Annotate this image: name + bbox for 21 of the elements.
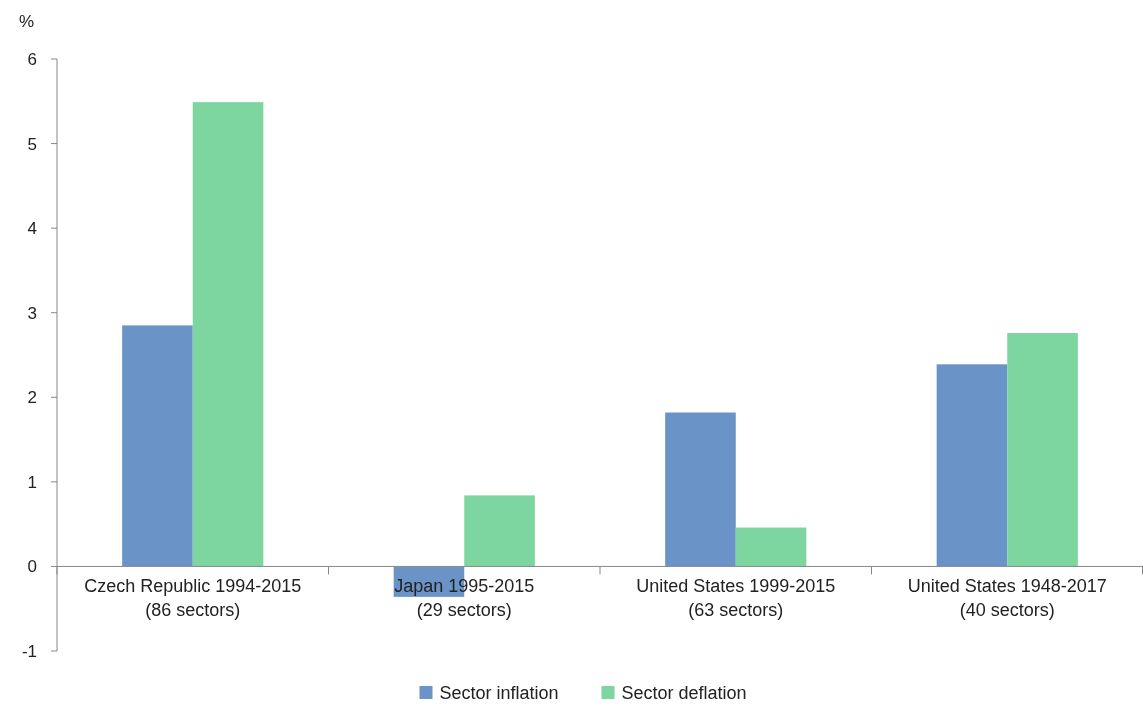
bar: [122, 325, 193, 567]
y-tick-label: 6: [27, 49, 37, 69]
y-tick-label: 1: [27, 472, 37, 492]
bar: [665, 412, 736, 567]
bar: [464, 495, 535, 567]
bar: [936, 364, 1008, 567]
bar: [192, 102, 264, 567]
y-tick-label: 0: [27, 557, 37, 577]
bar: [735, 527, 807, 567]
bar: [1007, 333, 1078, 567]
y-axis-title: %: [19, 12, 35, 31]
y-tick-label: 2: [27, 388, 37, 408]
y-tick-label: -1: [21, 641, 37, 661]
x-tick-label: United States 1999-2015 (63 sectors): [636, 576, 836, 621]
x-tick-label: United States 1948-2017 (40 sectors): [907, 576, 1107, 621]
y-tick-label: 3: [27, 303, 37, 323]
y-tick-label: 5: [27, 134, 37, 154]
legend-label: Sector deflation: [621, 683, 747, 703]
y-tick-label: 4: [27, 219, 37, 239]
x-tick-label: Czech Republic 1994-2015 (86 sectors): [84, 576, 302, 621]
legend-label: Sector inflation: [439, 683, 559, 703]
